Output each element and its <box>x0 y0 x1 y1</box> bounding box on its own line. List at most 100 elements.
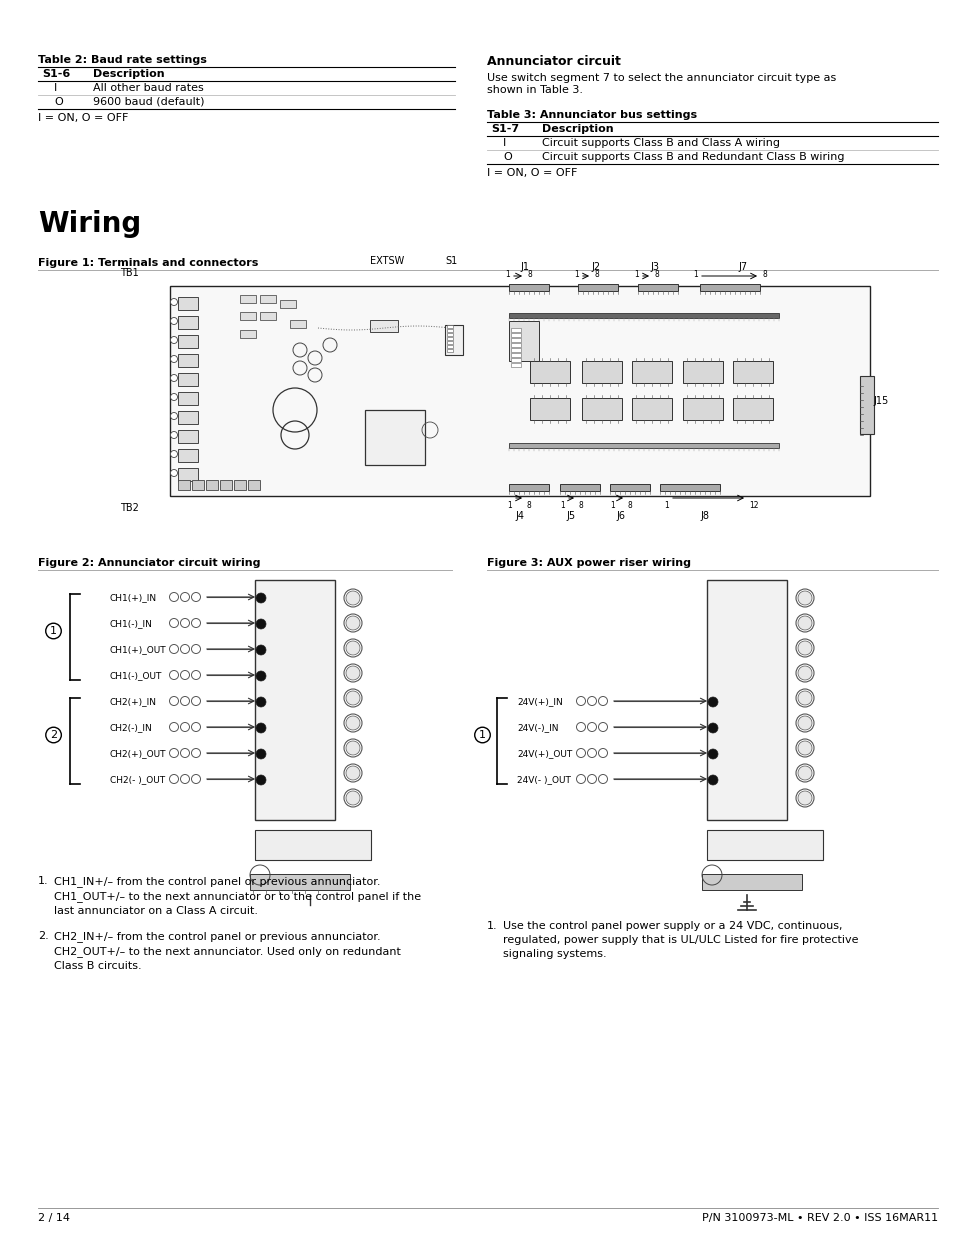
Text: 8: 8 <box>762 270 767 279</box>
Circle shape <box>344 664 361 682</box>
Circle shape <box>707 697 718 706</box>
Bar <box>178 335 198 348</box>
Text: Annunciator circuit: Annunciator circuit <box>486 56 620 68</box>
Circle shape <box>797 666 811 680</box>
Text: I: I <box>54 83 57 93</box>
Text: CH2(- )_OUT: CH2(- )_OUT <box>110 776 165 784</box>
Bar <box>444 325 462 354</box>
Bar <box>178 296 198 310</box>
Circle shape <box>346 741 359 755</box>
Bar <box>170 287 869 496</box>
Circle shape <box>795 664 813 682</box>
Text: Figure 3: AUX power riser wiring: Figure 3: AUX power riser wiring <box>486 558 690 568</box>
Bar <box>178 316 198 329</box>
Circle shape <box>171 356 177 363</box>
Circle shape <box>346 716 359 730</box>
Circle shape <box>346 790 359 805</box>
Text: CH2(-)_IN: CH2(-)_IN <box>110 722 152 732</box>
Circle shape <box>171 317 177 325</box>
Bar <box>559 484 599 492</box>
Bar <box>178 411 198 424</box>
Text: 8: 8 <box>527 270 532 279</box>
Text: P/N 3100973-ML • REV 2.0 • ISS 16MAR11: P/N 3100973-ML • REV 2.0 • ISS 16MAR11 <box>701 1213 937 1223</box>
Circle shape <box>795 714 813 732</box>
Circle shape <box>171 299 177 305</box>
Text: Figure 2: Annunciator circuit wiring: Figure 2: Annunciator circuit wiring <box>38 558 260 568</box>
Circle shape <box>255 748 266 760</box>
Circle shape <box>797 692 811 705</box>
Circle shape <box>255 776 266 785</box>
Bar <box>509 484 548 492</box>
Text: 24V(- )_OUT: 24V(- )_OUT <box>517 776 570 784</box>
Bar <box>192 480 204 490</box>
Text: S1: S1 <box>444 256 456 266</box>
Text: Circuit supports Class B and Redundant Class B wiring: Circuit supports Class B and Redundant C… <box>541 152 843 162</box>
Text: O: O <box>502 152 511 162</box>
Circle shape <box>797 741 811 755</box>
Text: CH1(+)_OUT: CH1(+)_OUT <box>110 645 167 655</box>
Circle shape <box>707 722 718 734</box>
Text: 1: 1 <box>663 501 668 510</box>
Bar <box>365 410 424 466</box>
Text: 24V(+)_OUT: 24V(+)_OUT <box>517 748 572 758</box>
Text: 1: 1 <box>506 501 511 510</box>
Circle shape <box>171 412 177 420</box>
Bar <box>280 300 295 308</box>
Bar <box>178 480 190 490</box>
Text: 12: 12 <box>748 501 758 510</box>
Bar <box>706 830 822 860</box>
Bar <box>290 320 306 329</box>
Bar <box>659 484 720 492</box>
Text: Description: Description <box>92 69 165 79</box>
Bar <box>206 480 218 490</box>
Bar <box>511 348 520 352</box>
Circle shape <box>255 593 266 603</box>
Circle shape <box>344 614 361 632</box>
Circle shape <box>344 739 361 757</box>
Bar <box>178 450 198 462</box>
Circle shape <box>171 374 177 382</box>
Text: CH1(-)_IN: CH1(-)_IN <box>110 619 152 629</box>
Text: Wiring: Wiring <box>38 210 141 238</box>
Circle shape <box>255 697 266 706</box>
Bar <box>509 443 779 448</box>
Text: EXTSW: EXTSW <box>370 256 404 266</box>
Bar <box>240 312 255 320</box>
Text: S1-7: S1-7 <box>491 124 518 135</box>
Bar <box>578 284 618 291</box>
Text: CH1(+)_IN: CH1(+)_IN <box>110 593 157 601</box>
Bar <box>530 398 569 420</box>
Circle shape <box>346 616 359 630</box>
Circle shape <box>797 766 811 781</box>
Circle shape <box>797 616 811 630</box>
Text: 1: 1 <box>50 626 57 636</box>
Text: J6: J6 <box>616 511 624 521</box>
Bar <box>511 363 520 367</box>
Bar <box>447 345 453 348</box>
Circle shape <box>346 641 359 655</box>
Circle shape <box>346 692 359 705</box>
Text: CH1_IN+/– from the control panel or previous annunciator.
CH1_OUT+/– to the next: CH1_IN+/– from the control panel or prev… <box>54 876 420 916</box>
Bar <box>581 361 621 383</box>
Bar <box>631 398 671 420</box>
Text: I = ON, O = OFF: I = ON, O = OFF <box>486 168 577 178</box>
Bar <box>530 361 569 383</box>
Text: 1: 1 <box>504 270 509 279</box>
Bar <box>178 468 198 480</box>
Bar <box>511 358 520 362</box>
Circle shape <box>344 789 361 806</box>
Text: shown in Table 3.: shown in Table 3. <box>486 85 582 95</box>
Bar <box>178 354 198 367</box>
Text: J1: J1 <box>519 262 529 272</box>
Text: J8: J8 <box>700 511 708 521</box>
Bar <box>511 333 520 337</box>
Circle shape <box>346 666 359 680</box>
Bar <box>447 329 453 332</box>
Circle shape <box>171 394 177 400</box>
Circle shape <box>344 589 361 606</box>
Text: CH2_IN+/– from the control panel or previous annunciator.
CH2_OUT+/– to the next: CH2_IN+/– from the control panel or prev… <box>54 931 400 971</box>
Circle shape <box>707 776 718 785</box>
Bar <box>254 830 371 860</box>
Bar <box>447 325 453 329</box>
Text: 8: 8 <box>526 501 531 510</box>
